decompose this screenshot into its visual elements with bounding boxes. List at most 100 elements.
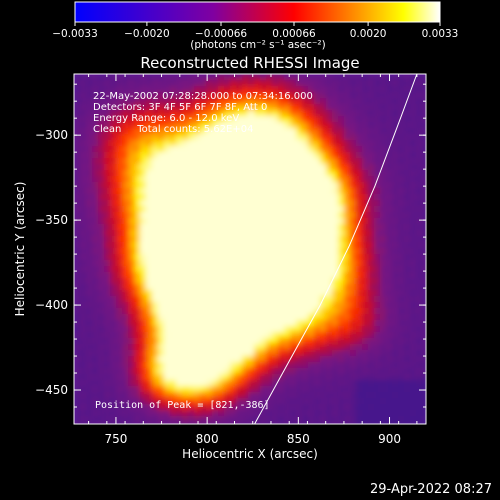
- heatmap-cell: [116, 344, 123, 351]
- heatmap-cell: [326, 242, 333, 249]
- heatmap-cell: [386, 326, 393, 333]
- heatmap-cell: [320, 236, 327, 243]
- heatmap-cell: [416, 416, 423, 423]
- heatmap-cell: [326, 74, 333, 81]
- heatmap-cell: [80, 224, 87, 231]
- heatmap-cell: [398, 410, 405, 417]
- heatmap-cell: [224, 356, 231, 363]
- heatmap-cell: [236, 386, 243, 393]
- heatmap-cell: [206, 278, 213, 285]
- heatmap-cell: [272, 86, 279, 93]
- heatmap-cell: [254, 368, 261, 375]
- heatmap-cell: [200, 302, 207, 309]
- heatmap-cell: [326, 224, 333, 231]
- heatmap-cell: [380, 188, 387, 195]
- heatmap-cell: [416, 374, 423, 381]
- heatmap-cell: [98, 212, 105, 219]
- heatmap-cell: [80, 206, 87, 213]
- heatmap-cell: [344, 410, 351, 417]
- heatmap-cell: [218, 242, 225, 249]
- heatmap-cell: [350, 338, 357, 345]
- heatmap-cell: [92, 308, 99, 315]
- heatmap-cell: [98, 416, 105, 423]
- heatmap-cell: [212, 164, 219, 171]
- heatmap-cell: [212, 74, 219, 81]
- heatmap-cell: [392, 380, 399, 387]
- heatmap-cell: [368, 296, 375, 303]
- heatmap-cell: [116, 368, 123, 375]
- heatmap-cell: [242, 422, 249, 424]
- heatmap-cell: [338, 152, 345, 159]
- heatmap-cell: [242, 308, 249, 315]
- heatmap-cell: [86, 332, 93, 339]
- heatmap-cell: [98, 104, 105, 111]
- heatmap-cell: [260, 140, 267, 147]
- heatmap-cell: [392, 314, 399, 321]
- heatmap-cell: [284, 302, 291, 309]
- heatmap-cell: [170, 134, 177, 141]
- heatmap-cell: [254, 92, 261, 99]
- heatmap-cell: [332, 80, 339, 87]
- heatmap-cell: [362, 200, 369, 207]
- heatmap-cell: [302, 194, 309, 201]
- heatmap-cell: [260, 362, 267, 369]
- heatmap-cell: [344, 356, 351, 363]
- heatmap-cell: [344, 218, 351, 225]
- heatmap-cell: [224, 92, 231, 99]
- heatmap-cell: [134, 128, 141, 135]
- heatmap-cell: [386, 368, 393, 375]
- heatmap-cell: [194, 98, 201, 105]
- heatmap-cell: [116, 416, 123, 423]
- heatmap-cell: [362, 176, 369, 183]
- heatmap-cell: [398, 122, 405, 129]
- heatmap-cell: [224, 74, 231, 81]
- heatmap-cell: [176, 398, 183, 405]
- heatmap-cell: [182, 422, 189, 424]
- heatmap-cell: [326, 92, 333, 99]
- heatmap-cell: [206, 188, 213, 195]
- heatmap-cell: [242, 314, 249, 321]
- heatmap-cell: [350, 272, 357, 279]
- heatmap-cell: [236, 158, 243, 165]
- heatmap-cell: [398, 320, 405, 327]
- heatmap-cell: [344, 296, 351, 303]
- heatmap-cell: [338, 278, 345, 285]
- heatmap-cell: [104, 416, 111, 423]
- heatmap-cell: [236, 338, 243, 345]
- heatmap-cell: [218, 260, 225, 267]
- heatmap-cell: [350, 392, 357, 399]
- heatmap-cell: [218, 410, 225, 417]
- heatmap-cell: [158, 248, 165, 255]
- heatmap-cell: [194, 146, 201, 153]
- heatmap-cell: [164, 344, 171, 351]
- heatmap-cell: [380, 128, 387, 135]
- heatmap-cell: [248, 200, 255, 207]
- heatmap-cell: [248, 248, 255, 255]
- heatmap-cell: [152, 380, 159, 387]
- heatmap-cell: [254, 146, 261, 153]
- colorbar-tick-label: −0.0033: [52, 28, 98, 40]
- heatmap-cell: [350, 170, 357, 177]
- heatmap-cell: [194, 266, 201, 273]
- heatmap-cell: [254, 326, 261, 333]
- heatmap-cell: [140, 236, 147, 243]
- heatmap-cell: [104, 410, 111, 417]
- heatmap-cell: [308, 308, 315, 315]
- heatmap-cell: [254, 116, 261, 123]
- heatmap-cell: [80, 74, 87, 81]
- heatmap-cell: [290, 296, 297, 303]
- heatmap-cell: [278, 92, 285, 99]
- heatmap-cell: [254, 404, 261, 411]
- heatmap-cell: [170, 86, 177, 93]
- heatmap-cell: [110, 134, 117, 141]
- heatmap-cell: [128, 170, 135, 177]
- heatmap-cell: [386, 410, 393, 417]
- heatmap-cell: [302, 284, 309, 291]
- heatmap-cell: [404, 344, 411, 351]
- heatmap-cell: [326, 212, 333, 219]
- heatmap-cell: [230, 350, 237, 357]
- heatmap-cell: [158, 152, 165, 159]
- heatmap-cell: [314, 116, 321, 123]
- heatmap-cell: [200, 140, 207, 147]
- heatmap-cell: [176, 332, 183, 339]
